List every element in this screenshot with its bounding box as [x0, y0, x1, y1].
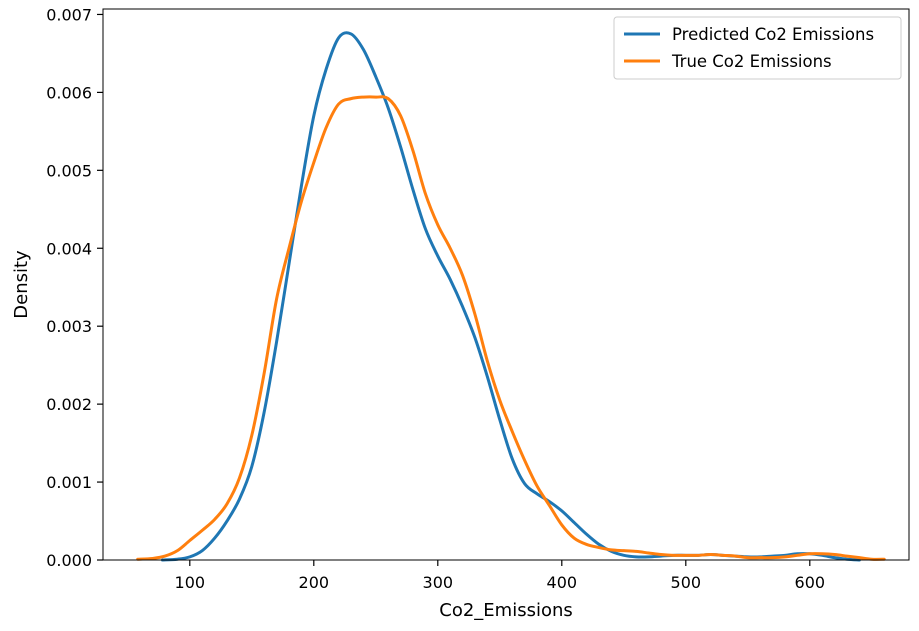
series-line-true: [136, 95, 886, 561]
plot-lines: [136, 31, 886, 562]
x-tick-label: 100: [175, 573, 206, 592]
y-axis-ticks: 0.000 0.001 0.002 0.003 0.004 0.005 0.006 0.007: [46, 5, 103, 570]
y-tick-label: 0.002: [46, 395, 92, 414]
y-axis-label: Density: [11, 250, 32, 319]
legend-box: [613, 16, 902, 80]
x-tick-label: 300: [423, 573, 454, 592]
y-tick-label: 0.001: [46, 473, 92, 492]
x-axis-ticks: 100 200 300 400 500 600: [175, 560, 826, 592]
y-tick-label: 0.000: [46, 551, 92, 570]
y-tick-label: 0.003: [46, 317, 92, 336]
x-tick-label: 600: [795, 573, 826, 592]
legend-label-predicted: Predicted Co2 Emissions: [672, 25, 874, 44]
x-tick-label: 500: [671, 573, 702, 592]
y-tick-label: 0.007: [46, 5, 92, 24]
plot-frame: [102, 8, 910, 561]
x-tick-label: 400: [547, 573, 578, 592]
x-tick-label: 200: [299, 573, 330, 592]
x-axis-label: Co2_Emissions: [439, 600, 573, 621]
legend: Predicted Co2 Emissions True Co2 Emissio…: [613, 16, 902, 80]
legend-label-true: True Co2 Emissions: [671, 52, 832, 71]
y-tick-label: 0.005: [46, 161, 92, 180]
y-tick-label: 0.006: [46, 83, 92, 102]
y-tick-label: 0.004: [46, 239, 92, 258]
